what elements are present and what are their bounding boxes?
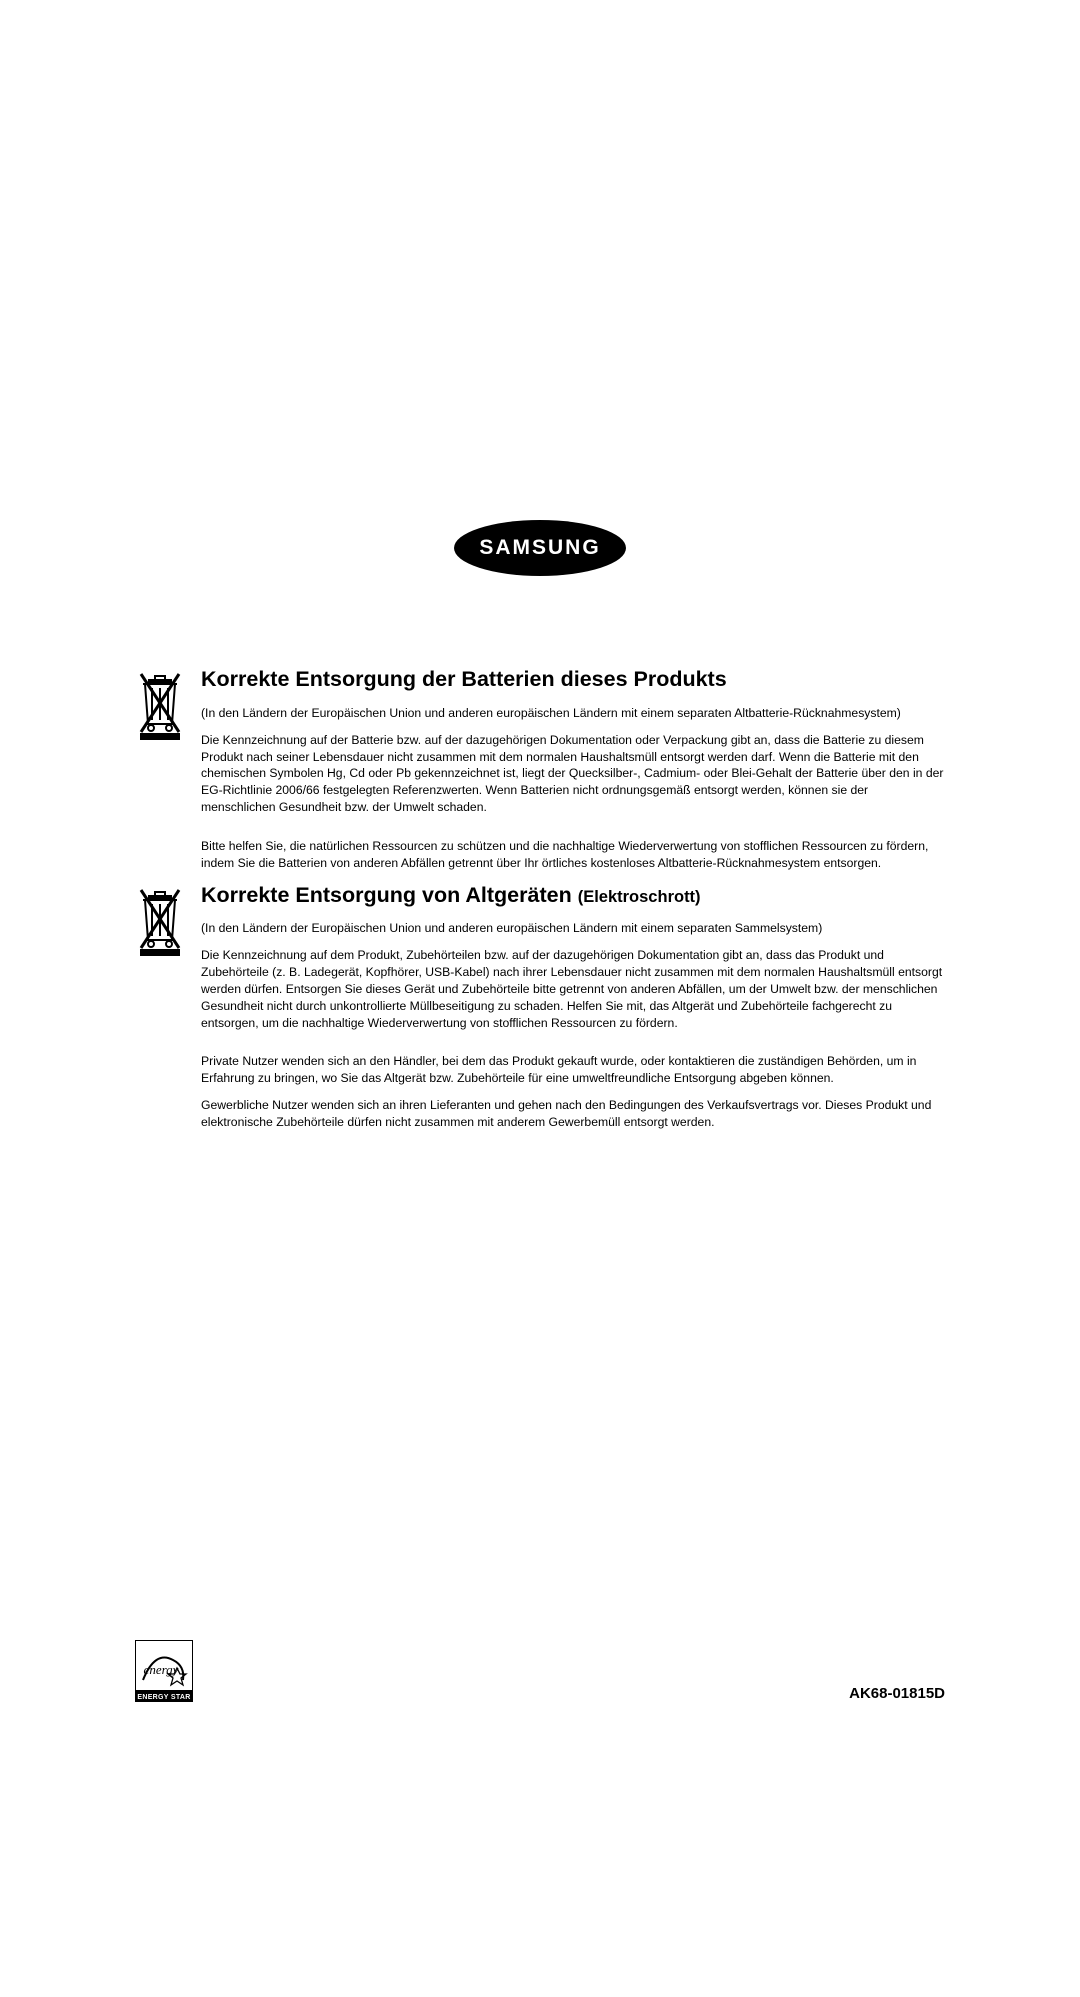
svg-text:energy: energy: [144, 1662, 179, 1677]
energy-star-icon: ENERGY STAR energy: [135, 1640, 193, 1702]
weee-body-3: Gewerbliche Nutzer wenden sich an ihren …: [201, 1097, 945, 1131]
logo-container: SAMSUNG: [135, 520, 945, 576]
weee-heading-main: Korrekte Entsorgung von Altgeräten: [201, 883, 578, 907]
icon-column: [135, 882, 201, 958]
energy-star-label: ENERGY STAR: [137, 1694, 190, 1701]
icon-column: [135, 666, 201, 742]
weee-text-column: Korrekte Entsorgung von Altgeräten (Elek…: [201, 882, 945, 1042]
battery-body-2: Bitte helfen Sie, die natürlichen Ressou…: [201, 838, 945, 872]
weee-body-1: Die Kennzeichnung auf dem Produkt, Zubeh…: [201, 947, 945, 1031]
footer-row: ENERGY STAR energy AK68-01815D: [135, 1640, 945, 1702]
samsung-logo-icon: SAMSUNG: [454, 520, 626, 576]
weee-disposal-section: Korrekte Entsorgung von Altgeräten (Elek…: [135, 882, 945, 1042]
svg-text:SAMSUNG: SAMSUNG: [479, 536, 600, 559]
battery-text-column: Korrekte Entsorgung der Batterien dieses…: [201, 666, 945, 826]
weee-body-2: Private Nutzer wenden sich an den Händle…: [201, 1053, 945, 1087]
weee-heading: Korrekte Entsorgung von Altgeräten (Elek…: [201, 882, 945, 909]
weee-heading-sub: (Elektroschrott): [578, 888, 701, 906]
battery-disposal-section: Korrekte Entsorgung der Batterien dieses…: [135, 666, 945, 826]
battery-heading: Korrekte Entsorgung der Batterien dieses…: [201, 666, 945, 693]
document-page: SAMSUNG Korrekte Entso: [0, 520, 1080, 1997]
battery-scope-note: (In den Ländern der Europäischen Union u…: [201, 705, 945, 722]
document-number: AK68-01815D: [849, 1685, 945, 1702]
battery-body-1: Die Kennzeichnung auf der Batterie bzw. …: [201, 732, 945, 816]
weee-scope-note: (In den Ländern der Europäischen Union u…: [201, 920, 945, 937]
weee-bin-icon: [135, 886, 185, 958]
weee-bin-icon: [135, 670, 185, 742]
